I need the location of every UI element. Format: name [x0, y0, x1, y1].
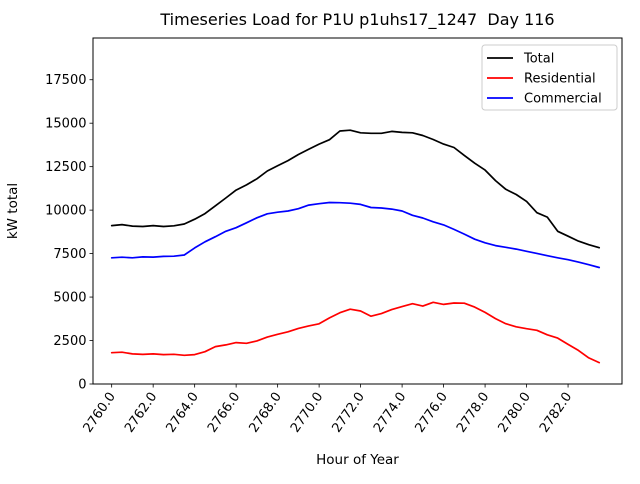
- legend-entry-label-residential: Residential: [524, 72, 596, 87]
- y-tick-label: 15000: [45, 117, 86, 132]
- chart-title: Timeseries Load for P1U p1uhs17_1247 Day…: [159, 10, 554, 30]
- x-tick-label: 2768.0: [247, 390, 285, 436]
- y-tick-label: 12500: [45, 160, 86, 175]
- x-tick-label: 2776.0: [412, 390, 450, 436]
- plot-border: [92, 37, 623, 385]
- x-tick-label: 2770.0: [288, 390, 326, 436]
- plot-area: 2760.0 2762.0 2764.0 2766.0 2768.0 2770.0 2772…: [45, 37, 623, 436]
- series-line-total: [110, 129, 601, 249]
- x-tick-label: 2780.0: [495, 390, 533, 436]
- x-tick-label: 2762.0: [122, 390, 160, 436]
- legend-entry-label-total: Total: [523, 52, 554, 67]
- x-tick-label: 2774.0: [371, 390, 409, 436]
- series-line-commercial: [110, 201, 601, 269]
- x-axis-label: Hour of Year: [316, 452, 399, 468]
- y-tick-label: 0: [78, 378, 86, 393]
- y-tick-label: 5000: [53, 291, 86, 306]
- x-tick-label: 2760.0: [81, 390, 119, 436]
- x-tick-label: 2782.0: [537, 390, 575, 436]
- y-tick-label: 2500: [53, 334, 86, 349]
- y-tick-label: 7500: [53, 247, 86, 262]
- y-axis-label: kW total: [5, 183, 21, 239]
- y-tick-label: 10000: [45, 204, 86, 219]
- y-tick-label: 17500: [45, 73, 86, 88]
- legend-entry-label-commercial: Commercial: [524, 92, 602, 107]
- x-tick-label: 2778.0: [454, 390, 492, 436]
- series-line-residential: [110, 301, 601, 364]
- legend-box: [481, 44, 618, 111]
- x-tick-label: 2766.0: [205, 390, 243, 436]
- x-tick-label: 2772.0: [330, 390, 368, 436]
- x-tick-label: 2764.0: [164, 390, 202, 436]
